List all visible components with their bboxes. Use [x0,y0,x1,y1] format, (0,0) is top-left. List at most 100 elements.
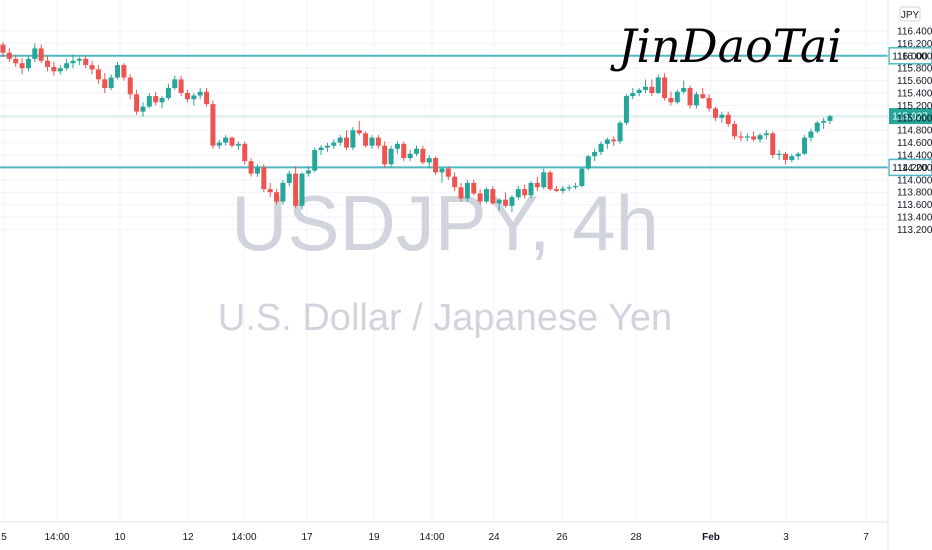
time-tick-label: 3 [783,532,789,543]
candle-down [242,141,248,165]
candle-down [293,166,299,208]
candle-body [369,137,375,146]
candle-up [566,184,572,191]
candle-down [553,186,559,193]
candle-up [146,93,152,109]
candle-body [776,153,782,155]
candle-body [592,151,598,157]
candle-up [280,179,286,205]
candle-down [611,136,617,146]
candle-body [57,68,63,72]
price-tick-label: 114.600 [897,138,932,149]
candle-body [477,193,483,202]
candle-body [248,161,254,174]
price-tick-label: 113.800 [897,188,932,199]
candle-down [649,79,655,97]
candle-body [286,173,292,183]
candle-body [528,182,534,196]
candle-body [509,197,515,206]
candle-down [153,91,159,106]
level-price-label: 114.200 [892,163,928,174]
price-tick-label: 114.400 [897,151,932,162]
candle-down [229,136,235,148]
candle-body [503,199,509,206]
candle-body [146,96,152,107]
candle-body [814,122,820,132]
candle-body [76,58,82,61]
candle-body [452,176,458,188]
candle-down [45,55,51,72]
candle-body [375,137,381,146]
level-price-badge [888,158,932,177]
currency-badge[interactable]: JPY [899,6,921,22]
price-tick-label: 113.400 [897,213,932,224]
candle-body [108,77,114,89]
candle-up [159,96,165,109]
candle-down [687,85,693,109]
candle-up [757,133,763,143]
horizontal-levels[interactable]: 116.000 114.200 115.027 [0,47,932,177]
time-tick-label: 24 [488,532,500,543]
candle-down [95,65,101,84]
candle-up [802,135,808,155]
candle-up [541,168,547,190]
candle-body [32,48,38,59]
signature-text: JinDaoTai [610,19,842,73]
candle-body [197,91,203,96]
candle-body [204,91,210,105]
candle-body [573,186,579,188]
candle-body [274,192,280,202]
candle-body [382,145,388,165]
candle-down [6,48,12,62]
candle-up [483,187,489,204]
price-tick-label: 115.800 [897,64,932,75]
candle-body [534,182,540,188]
candle-up [560,186,566,194]
candle-up [674,89,680,105]
price-tick-label: 114.000 [897,175,932,186]
candle-up [350,127,356,151]
time-tick-label: 12 [182,532,194,543]
candle-body [751,136,757,140]
candle-up [509,195,515,213]
price-tick-label: 115.000 [897,113,932,124]
candle-body [515,189,521,198]
candle-up [191,93,197,106]
candle-body [617,122,623,142]
candle-down [490,186,496,205]
candle-body [541,172,547,188]
price-tick-label: 113.200 [897,225,932,236]
time-tick-label: 5 [1,532,7,543]
candle-body [350,130,356,148]
candle-body [95,69,101,80]
candle-body [566,187,572,189]
time-axis[interactable]: 5 14:00 10 12 14:00 17 19 14:00 24 26 28 Feb 3 7 [1,532,869,543]
candle-body [579,168,585,186]
time-tick-label: 26 [556,532,568,543]
candle-body [808,131,814,138]
candle-up [623,94,629,126]
candle-down [725,111,731,128]
candle-down [712,106,718,121]
price-tick-label: 115.200 [897,101,932,112]
currency-label: JPY [901,10,920,21]
candle-down [738,131,744,142]
candle-body [795,153,801,157]
candle-down [452,172,458,191]
candle-body [127,77,133,95]
candle-up [140,102,146,117]
candle-up [808,128,814,142]
candle-body [585,156,591,169]
candle-down [503,192,509,208]
candle-body [426,158,432,163]
candle-up [388,145,394,168]
candle-body [51,66,57,72]
candle-up [108,74,114,90]
price-tick-label: 116.400 [897,27,932,38]
candle-body [668,97,674,103]
candle-body [547,172,553,190]
candle-up [496,198,502,211]
candle-body [318,147,324,151]
